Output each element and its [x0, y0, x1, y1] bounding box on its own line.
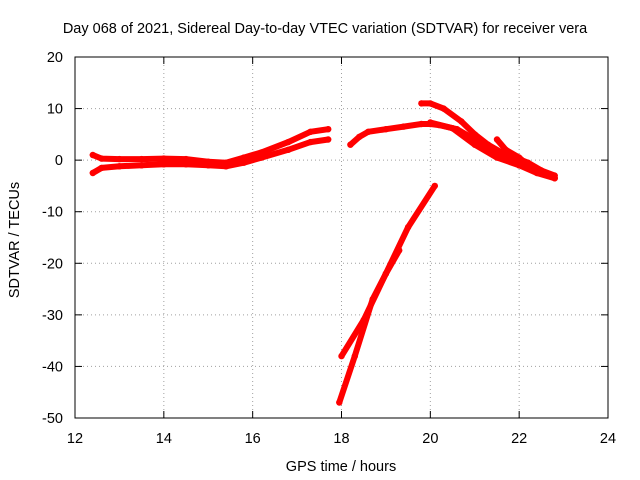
data-point	[516, 154, 523, 161]
data-point	[285, 146, 292, 153]
y-tick-label: -10	[42, 205, 63, 221]
data-point	[307, 128, 314, 135]
series-track-a-upper	[89, 126, 332, 166]
data-point	[493, 154, 501, 161]
data-point	[400, 123, 407, 130]
data-point	[551, 175, 558, 182]
data-point	[347, 141, 354, 148]
data-point	[356, 133, 363, 141]
x-tick-label: 22	[511, 431, 527, 447]
data-point	[116, 155, 123, 163]
x-tick-label: 20	[422, 431, 438, 447]
data-point	[427, 119, 434, 126]
data-point	[98, 155, 105, 162]
data-point	[418, 120, 425, 128]
data-point	[138, 162, 145, 169]
x-tick-label: 24	[600, 431, 616, 447]
data-point	[338, 352, 345, 360]
series-track-b-spike	[493, 136, 532, 169]
data-point	[307, 138, 314, 146]
data-point	[427, 100, 434, 107]
grid	[75, 57, 608, 418]
x-axis-label: GPS time / hours	[286, 459, 396, 475]
data-point	[138, 155, 145, 163]
data-point	[336, 399, 343, 406]
data-point	[382, 270, 390, 277]
series-descent-2	[336, 247, 403, 406]
data-point	[285, 138, 292, 146]
series-track-b-upper-arc	[418, 100, 558, 179]
data-point	[89, 169, 97, 177]
y-tick-label: 0	[55, 153, 63, 169]
x-tick-label: 18	[333, 431, 349, 447]
data-point	[98, 164, 105, 172]
data-point	[396, 247, 403, 254]
series-line	[494, 136, 531, 169]
series-group	[89, 100, 558, 406]
data-point	[222, 159, 230, 166]
series-line	[336, 247, 403, 406]
data-point	[182, 155, 190, 163]
y-axis-label: SDTVAR / TECUs	[7, 182, 23, 298]
data-point	[493, 136, 501, 143]
data-point	[160, 155, 167, 162]
data-point	[418, 100, 425, 107]
y-tick-label: -50	[42, 411, 63, 427]
x-tick-labels: 12 14 16 18 20 22 24	[67, 431, 616, 447]
y-tick-label: 10	[47, 102, 63, 118]
data-point	[524, 162, 532, 169]
data-point	[369, 296, 376, 303]
data-point	[449, 125, 456, 132]
data-point	[116, 163, 123, 170]
data-point	[160, 161, 167, 168]
data-point	[533, 169, 541, 177]
y-tick-label: -30	[42, 308, 63, 324]
data-point	[404, 224, 412, 231]
data-point	[516, 162, 523, 169]
series-track-a-lower	[89, 136, 332, 177]
data-point	[502, 146, 509, 153]
data-point	[440, 105, 447, 112]
x-tick-label: 14	[156, 431, 172, 447]
data-point	[182, 161, 190, 168]
data-point	[351, 352, 358, 360]
data-point	[258, 154, 265, 161]
data-point	[471, 131, 478, 138]
data-point	[240, 154, 247, 161]
x-tick-label: 16	[245, 431, 261, 447]
chart-title: Day 068 of 2021, Sidereal Day-to-day VTE…	[63, 21, 588, 37]
y-tick-label: 20	[47, 50, 63, 66]
data-point	[258, 149, 265, 156]
data-point	[382, 126, 390, 133]
data-point	[325, 126, 332, 133]
data-point	[325, 136, 332, 143]
series-line	[418, 100, 558, 179]
series-track-b-lower-arc	[427, 119, 558, 182]
y-tick-label: -20	[42, 256, 63, 272]
ticks	[74, 56, 609, 419]
data-point	[484, 141, 492, 148]
data-point	[458, 118, 465, 125]
data-point	[365, 128, 372, 135]
data-point	[89, 151, 97, 159]
y-tick-label: -40	[42, 359, 63, 375]
y-tick-labels: -50 -40 -30 -20 -10 0 10 20	[42, 50, 63, 427]
data-point	[205, 158, 212, 165]
data-point	[431, 182, 438, 190]
data-point	[471, 141, 478, 148]
x-tick-label: 12	[67, 431, 83, 447]
